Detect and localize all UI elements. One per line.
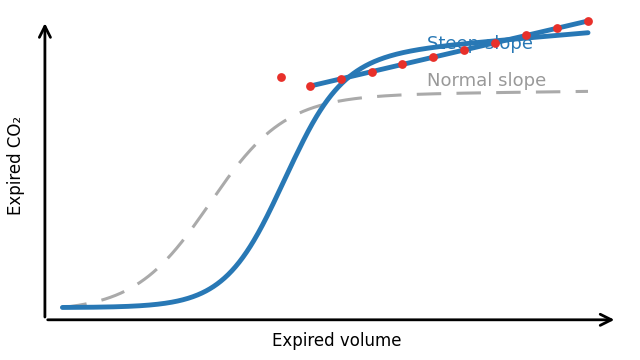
- Text: Expired CO₂: Expired CO₂: [6, 116, 25, 215]
- Point: [428, 54, 438, 60]
- Point: [552, 25, 562, 31]
- Text: Expired volume: Expired volume: [272, 332, 402, 350]
- Point: [335, 76, 346, 82]
- Point: [367, 69, 377, 75]
- Point: [305, 83, 315, 89]
- Point: [521, 33, 531, 39]
- Text: Steep slope: Steep slope: [428, 35, 533, 53]
- Point: [490, 40, 500, 46]
- Point: [583, 18, 593, 24]
- Point: [275, 74, 285, 80]
- Point: [459, 47, 469, 53]
- Point: [397, 62, 408, 67]
- Text: Normal slope: Normal slope: [428, 72, 547, 90]
